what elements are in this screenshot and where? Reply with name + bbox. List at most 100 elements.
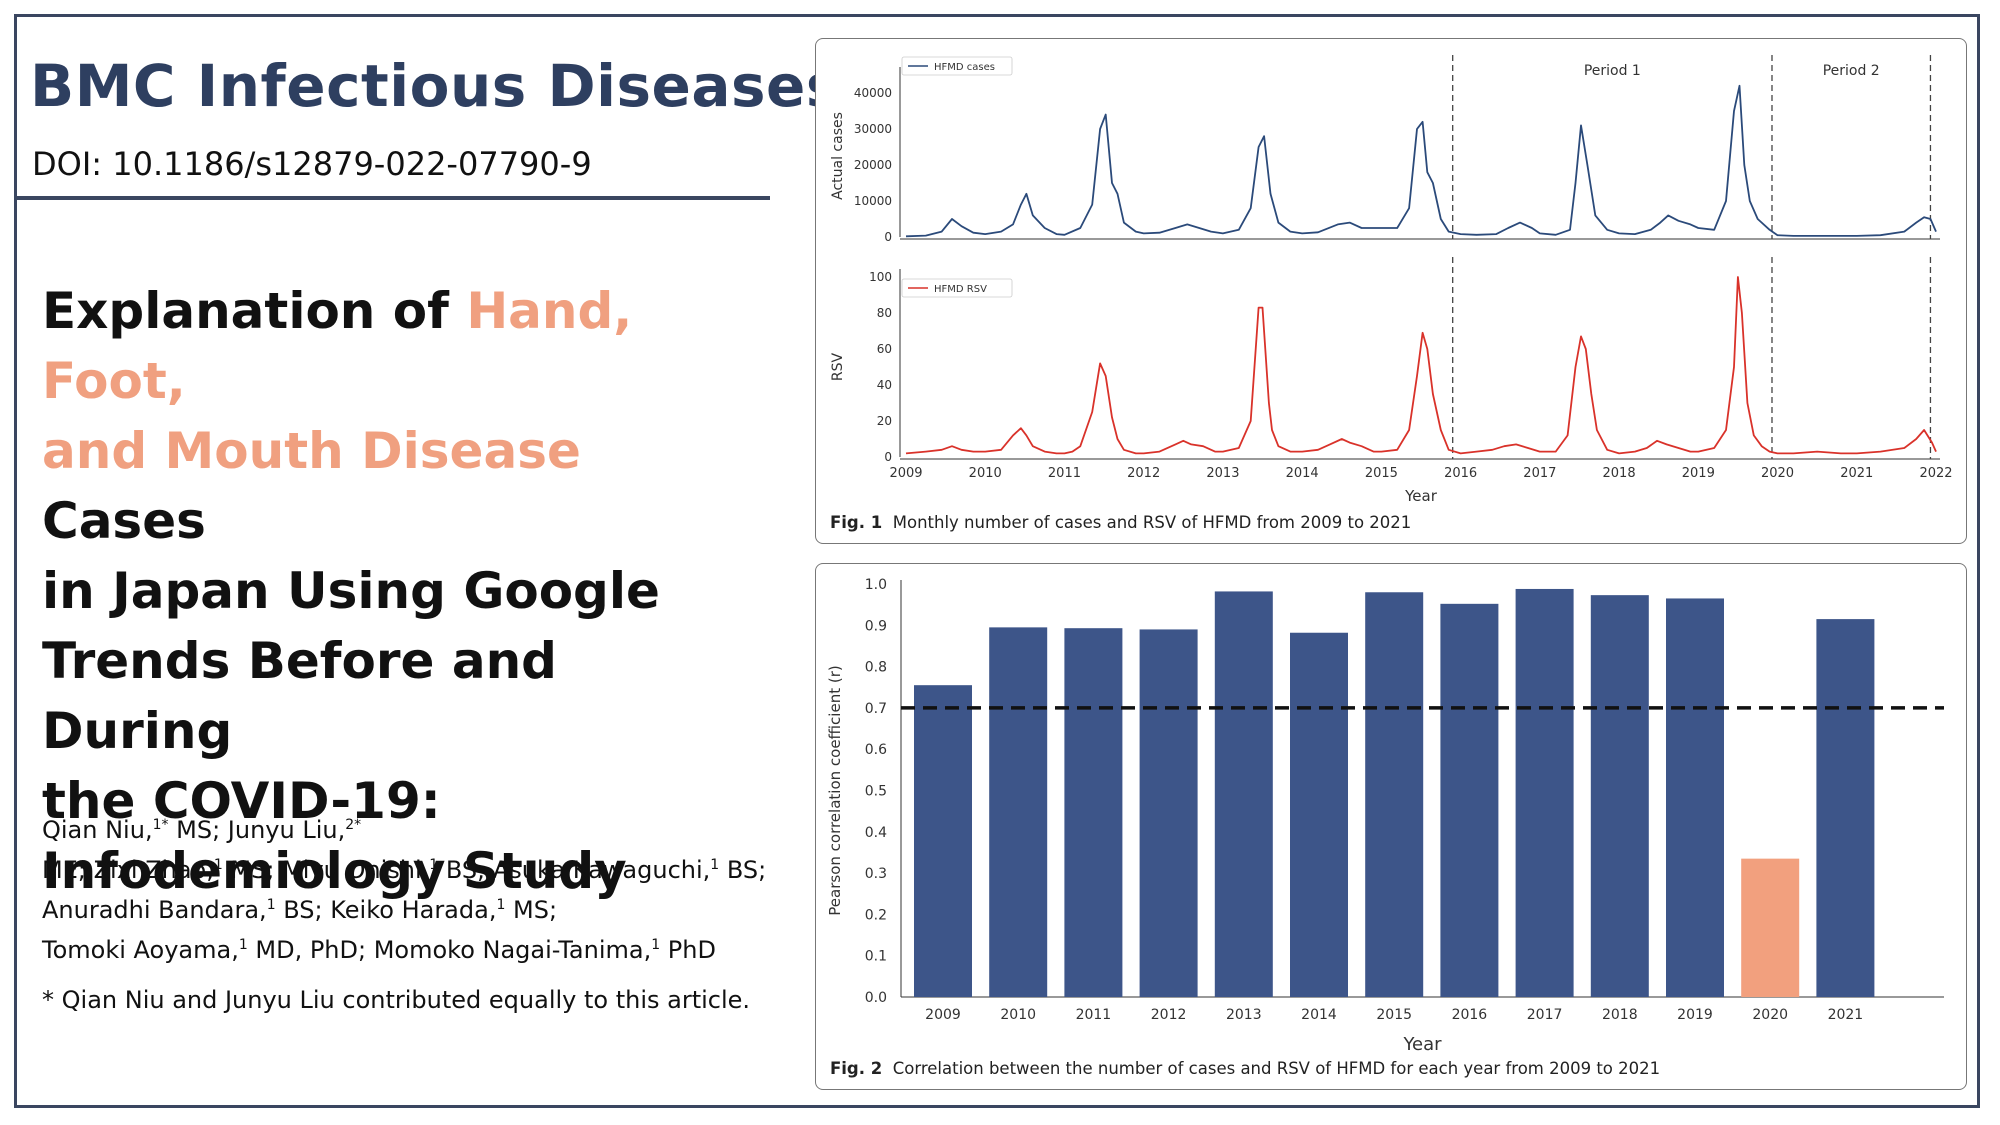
bar-2017 [1515, 588, 1574, 997]
x-tick-label: 2012 [1127, 466, 1160, 481]
affiliation-sup: 1 [213, 857, 223, 873]
bar-2021 [1816, 619, 1875, 997]
y-tick-label: 0.7 [865, 701, 887, 717]
y-tick-label: 100 [869, 270, 892, 284]
x-tick-label: 2012 [1151, 1007, 1187, 1023]
y-tick-label: 80 [877, 306, 892, 320]
title-part2: Cases [42, 492, 206, 550]
author-text: Tomoki Aoyama, [42, 936, 239, 964]
y-tick-label: 1.0 [865, 577, 887, 593]
author-text: MS; Junyu Liu, [168, 816, 346, 844]
title-line6: Infodemiology Study [42, 842, 627, 900]
x-tick-label: 2009 [889, 466, 922, 481]
period-1-label: Period 1 [1584, 63, 1641, 79]
figure-1-chart: 0 10000 20000 30000 40000 Actual cases HFMD ca… [830, 55, 1953, 505]
author-text: Anuradhi Bandara, [42, 896, 267, 924]
doi-text: DOI: 10.1186/s12879-022-07790-9 [32, 145, 592, 183]
y-axis-label: Pearson correlation coefficient (r) [826, 665, 844, 915]
x-tick-label: 2020 [1752, 1007, 1788, 1023]
figure-2-panel: 0.0 0.1 0.2 0.3 0.4 0.5 0.6 0.7 0.8 0.9 1.0 Pearson… [815, 563, 1967, 1090]
x-tick-label: 2010 [969, 466, 1002, 481]
affiliation-sup: 2* [345, 817, 362, 833]
bar-2019 [1666, 598, 1724, 997]
paper-title: Explanation of Hand, Foot, and Mouth Dis… [42, 276, 762, 906]
bar-2013 [1214, 591, 1273, 997]
y-tick-label: 0.8 [865, 660, 887, 676]
bar-2014 [1290, 632, 1348, 997]
x-tick-label: 2020 [1761, 466, 1794, 481]
y-tick-label: 0.5 [865, 784, 887, 800]
caption-label: Fig. 1 [830, 513, 883, 532]
title-highlight-2: and Mouth Disease [42, 422, 581, 480]
x-tick-label: 2015 [1365, 466, 1398, 481]
y-tick-label: 30000 [854, 122, 892, 136]
bar-2011 [1064, 628, 1123, 997]
x-tick-label: 2009 [925, 1007, 961, 1023]
bar-2009 [914, 685, 972, 997]
author-text: BS; Keiko Harada, [275, 896, 497, 924]
x-tick-label: 2021 [1828, 1007, 1864, 1023]
y-tick-label: 0 [884, 450, 892, 464]
y-tick-label: 40000 [854, 86, 892, 100]
y-axis-label: Actual cases [830, 112, 846, 200]
affiliation-sup: 1 [710, 857, 720, 873]
x-tick-label: 2019 [1682, 466, 1715, 481]
author-text: Qian Niu, [42, 816, 153, 844]
author-list: Qian Niu,1* MS; Junyu Liu,2* ME; Zixi Zh… [42, 808, 782, 968]
affiliation-sup: 1 [429, 857, 439, 873]
y-tick-label: 20000 [854, 158, 892, 172]
y-tick-label: 20 [877, 414, 892, 428]
x-tick-label: 2016 [1452, 1007, 1488, 1023]
y-tick-label: 0.9 [865, 618, 887, 634]
x-tick-label: 2019 [1677, 1007, 1713, 1023]
x-tick-label: 2017 [1527, 1007, 1563, 1023]
author-text: MS; Miyu Onishi, [222, 856, 430, 884]
data-line [905, 276, 1937, 455]
author-text: MS; [505, 896, 558, 924]
bar-2015 [1365, 592, 1424, 997]
affiliation-sup: 1 [266, 897, 276, 913]
affiliation-sup: 1 [238, 937, 248, 953]
y-tick-label: 60 [877, 342, 892, 356]
figure-1-panel: 0 10000 20000 30000 40000 Actual cases HFMD ca… [815, 38, 1967, 544]
x-tick-label: 2010 [1000, 1007, 1036, 1023]
y-tick-label: 10000 [854, 194, 892, 208]
bar-2018 [1590, 595, 1649, 997]
title-line3: in Japan Using Google [42, 562, 660, 620]
y-tick-label: 0.0 [865, 990, 887, 1006]
author-text: BS; Asuka Kawaguchi, [438, 856, 711, 884]
y-tick-label: 0.4 [865, 825, 887, 841]
x-tick-label: 2013 [1226, 1007, 1262, 1023]
x-axis-label: Year [1404, 487, 1438, 505]
header-divider [16, 196, 770, 200]
y-tick-label: 0.1 [865, 949, 887, 965]
x-tick-label: 2016 [1444, 466, 1477, 481]
author-text: MD, PhD; Momoko Nagai-Tanima, [247, 936, 652, 964]
x-tick-label: 2022 [1919, 466, 1952, 481]
y-tick-label: 0.2 [865, 907, 887, 923]
figure-2-chart: 0.0 0.1 0.2 0.3 0.4 0.5 0.6 0.7 0.8 0.9 1.0 Pearson… [826, 577, 1944, 1055]
author-text: BS; [719, 856, 767, 884]
x-tick-label: 2017 [1523, 466, 1556, 481]
bar-2020 [1741, 858, 1800, 997]
y-tick-label: 0.3 [865, 866, 887, 882]
period-2-label: Period 2 [1823, 63, 1880, 79]
slide-frame [14, 14, 1980, 1108]
legend-box [901, 278, 1013, 298]
legend-box [901, 56, 1013, 76]
y-tick-label: 0 [884, 230, 892, 244]
caption-label: Fig. 2 [830, 1059, 883, 1078]
x-axis-label: Year [1402, 1034, 1442, 1055]
title-line4: Trends Before and During [42, 632, 557, 760]
title-part1: Explanation of [42, 282, 467, 340]
bar-2010 [989, 627, 1048, 997]
bar-2012 [1139, 629, 1198, 997]
legend-label: HFMD RSV [934, 284, 987, 295]
journal-name: BMC Infectious Diseases [30, 52, 841, 120]
x-tick-label: 2013 [1206, 466, 1239, 481]
y-tick-label: 40 [877, 378, 892, 392]
figure-1-caption: Fig. 1 Monthly number of cases and RSV o… [830, 513, 1411, 532]
x-tick-label: 2015 [1376, 1007, 1412, 1023]
legend-label: HFMD cases [934, 62, 995, 73]
x-tick-label: 2018 [1603, 466, 1636, 481]
